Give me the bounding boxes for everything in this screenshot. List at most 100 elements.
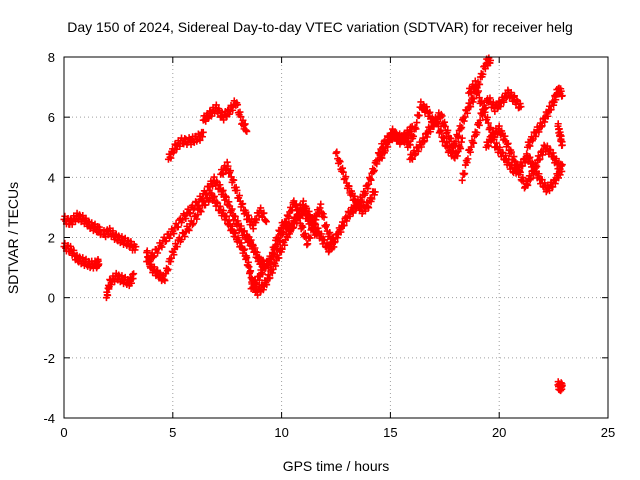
y-tick-label: -2 (43, 351, 55, 366)
data-point (285, 214, 293, 222)
data-point (345, 182, 353, 190)
data-point (461, 113, 469, 121)
data-point (434, 117, 442, 125)
data-point (475, 87, 483, 95)
data-point (299, 223, 307, 231)
data-point (249, 225, 257, 233)
data-point (500, 98, 508, 106)
data-point (301, 230, 309, 238)
data-point (532, 132, 540, 140)
data-point (223, 158, 231, 166)
data-point (558, 161, 566, 169)
data-point (481, 108, 489, 116)
data-point (423, 133, 431, 141)
data-point (320, 213, 328, 221)
data-point (408, 155, 416, 163)
data-point (230, 176, 238, 184)
data-point (470, 139, 478, 147)
data-point (223, 213, 231, 221)
data-point (441, 118, 449, 126)
data-point (458, 134, 466, 142)
data-point (182, 215, 190, 223)
data-point (541, 118, 549, 126)
data-point (104, 291, 112, 299)
data-point (444, 126, 452, 134)
data-point (411, 151, 419, 159)
data-point (267, 260, 275, 268)
data-point (546, 187, 554, 195)
data-point (210, 192, 218, 200)
data-point (167, 258, 175, 266)
data-point (299, 197, 307, 205)
data-point (262, 218, 270, 226)
data-point (325, 230, 333, 238)
data-point (236, 108, 244, 116)
data-point (474, 89, 482, 97)
data-point (253, 216, 261, 224)
data-point (303, 241, 311, 249)
data-point (426, 128, 434, 136)
y-tick-label: 6 (48, 110, 55, 125)
data-point (337, 228, 345, 236)
data-point (174, 223, 182, 231)
data-point (438, 112, 446, 120)
data-point (163, 267, 171, 275)
data-point (365, 180, 373, 188)
data-point (197, 208, 205, 216)
data-point (510, 92, 518, 100)
data-point (551, 180, 559, 188)
data-point (153, 268, 161, 276)
data-point (552, 155, 560, 163)
data-point (487, 124, 495, 132)
data-point (241, 120, 249, 128)
data-point (298, 222, 306, 230)
data-point (512, 161, 520, 169)
data-point (212, 101, 220, 109)
data-point (527, 174, 535, 182)
data-point (185, 209, 193, 217)
data-point (441, 122, 449, 130)
data-point (366, 175, 374, 183)
y-tick-label: -4 (43, 411, 55, 426)
data-point (332, 149, 340, 157)
data-point (185, 226, 193, 234)
data-point (464, 155, 472, 163)
data-point (275, 254, 283, 262)
data-point (216, 202, 224, 210)
data-point (486, 56, 494, 64)
data-point (510, 153, 518, 161)
data-point (446, 143, 454, 151)
data-point (425, 109, 433, 117)
data-point (370, 168, 378, 176)
data-point (193, 215, 201, 223)
data-point (377, 153, 385, 161)
data-point (381, 147, 389, 155)
data-point (154, 249, 162, 257)
data-point (224, 162, 232, 170)
data-point (282, 222, 290, 230)
data-point (109, 227, 117, 235)
data-point (259, 286, 267, 294)
data-point (305, 207, 313, 215)
data-point (526, 153, 534, 161)
data-point (170, 251, 178, 259)
data-point (549, 149, 557, 157)
data-point (216, 181, 224, 189)
data-point (167, 154, 175, 162)
data-point (199, 128, 207, 136)
data-point (420, 138, 428, 146)
data-point (189, 219, 197, 227)
data-point (319, 210, 327, 218)
data-point (322, 221, 330, 229)
data-point (486, 94, 494, 102)
data-point (237, 239, 245, 247)
data-point (196, 136, 204, 144)
data-point (161, 277, 169, 285)
chart-title: Day 150 of 2024, Sidereal Day-to-day VTE… (67, 19, 573, 35)
data-point (370, 166, 378, 174)
data-point (558, 382, 566, 390)
data-point (130, 270, 138, 278)
data-point (293, 206, 301, 214)
data-point (330, 243, 338, 251)
data-point (436, 127, 444, 135)
